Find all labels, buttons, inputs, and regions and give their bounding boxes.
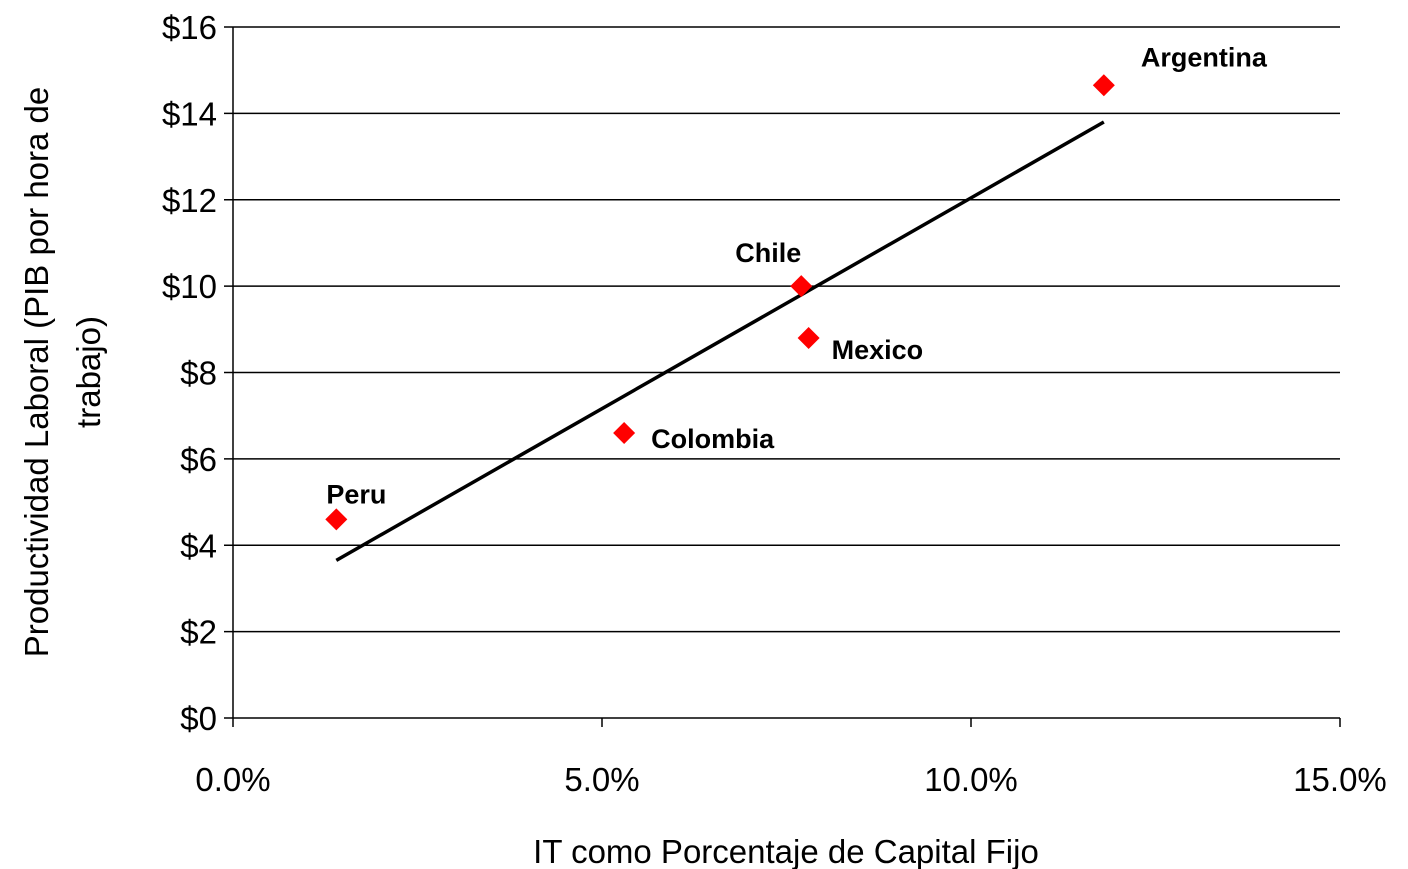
point-peru [325, 508, 348, 531]
x-tick-label-1: 5.0% [564, 761, 639, 798]
point-label-argentina: Argentina [1141, 42, 1268, 72]
point-colombia [613, 421, 636, 444]
y-axis-title-line-1: Productividad Laboral (PIB por hora de [18, 87, 55, 658]
x-axis-title: IT como Porcentaje de Capital Fijo [533, 833, 1039, 869]
axes [224, 26, 1341, 727]
point-chile [790, 275, 813, 298]
x-tick-label-3: 15.0% [1293, 761, 1387, 798]
point-mexico [797, 326, 820, 349]
x-tick-label-2: 10.0% [924, 761, 1018, 798]
y-tick-label-5: $10 [162, 268, 217, 305]
y-tick-labels: $0 $2 $4 $6 $8 $10 $12 $14 $16 [162, 9, 217, 737]
point-label-chile: Chile [735, 238, 801, 268]
data-points [325, 74, 1115, 531]
gridlines [233, 26, 1340, 633]
y-tick-label-0: $0 [180, 700, 217, 737]
y-tick-label-4: $8 [180, 355, 217, 392]
y-tick-label-2: $4 [180, 527, 217, 564]
y-tick-label-1: $2 [180, 614, 217, 651]
point-label-colombia: Colombia [651, 424, 775, 454]
x-tick-label-0: 0.0% [195, 761, 270, 798]
y-tick-label-3: $6 [180, 441, 217, 478]
y-tick-label-8: $16 [162, 9, 217, 46]
trendline [335, 120, 1105, 562]
y-tick-label-7: $14 [162, 95, 217, 132]
y-axis-title-line-2: trabajo) [70, 316, 107, 428]
point-label-mexico: Mexico [832, 335, 924, 365]
y-tick-label-6: $12 [162, 182, 217, 219]
point-label-peru: Peru [326, 479, 386, 509]
point-labels: Peru Colombia Chile Mexico Argentina [326, 42, 1268, 509]
point-argentina [1092, 74, 1115, 97]
x-tick-labels: 0.0% 5.0% 10.0% 15.0% [195, 761, 1386, 798]
trendline-layer [335, 120, 1105, 562]
y-axis-title: Productividad Laboral (PIB por hora de t… [18, 87, 107, 658]
